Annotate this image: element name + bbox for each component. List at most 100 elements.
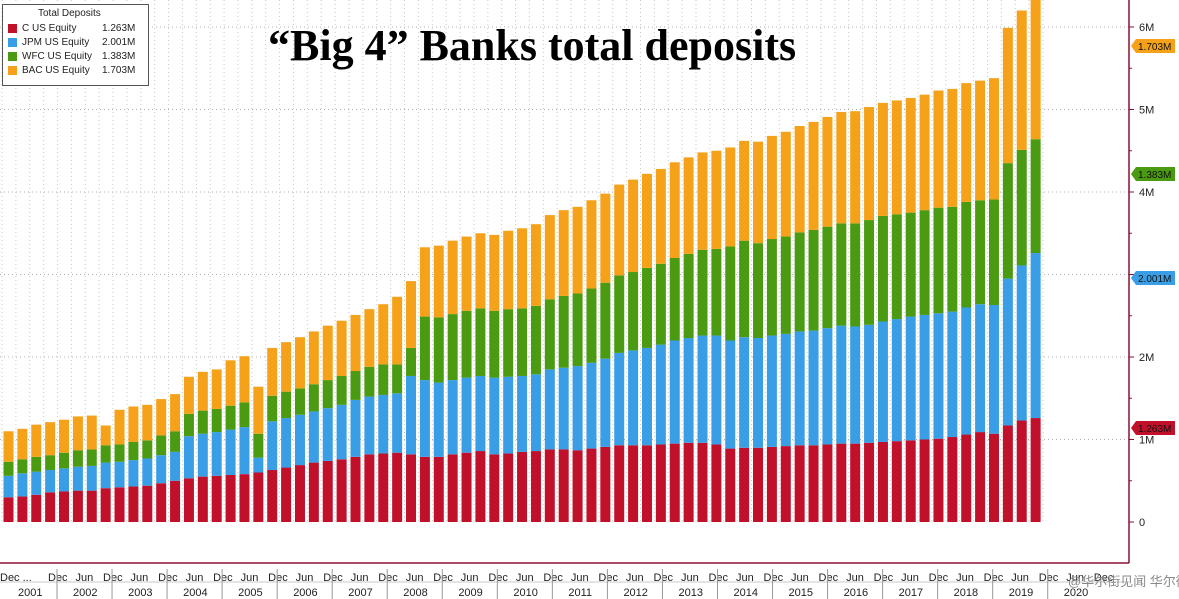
bar-jpm-29 (406, 375, 417, 455)
x-month-label-34: Jun (956, 572, 974, 584)
bar-jpm-19 (267, 421, 278, 471)
bar-bac-49 (683, 157, 694, 254)
bar-bac-64 (891, 100, 902, 215)
bar-jpm-48 (669, 340, 680, 444)
bar-bac-38 (530, 224, 541, 306)
bar-c-63 (877, 441, 888, 522)
bar-wfc-27 (378, 364, 389, 395)
bar-bac-34 (475, 233, 486, 309)
bar-c-9 (128, 486, 139, 522)
x-month-label-3: Dec (103, 572, 123, 584)
bar-jpm-20 (281, 418, 292, 468)
bar-c-64 (891, 441, 902, 522)
bar-bac-71 (988, 78, 999, 200)
bar-jpm-9 (128, 460, 139, 487)
bar-bac-8 (114, 409, 125, 445)
x-month-label-14: Jun (406, 572, 424, 584)
bar-bac-1 (17, 428, 28, 460)
bar-c-73 (1016, 420, 1027, 522)
bar-bac-13 (183, 376, 194, 414)
bar-bac-69 (961, 83, 972, 202)
bar-jpm-57 (794, 331, 805, 446)
last-value-tag-jpm (1131, 271, 1175, 285)
bar-wfc-43 (600, 282, 611, 359)
bar-c-42 (586, 448, 597, 522)
bar-bac-44 (614, 184, 625, 276)
bar-c-66 (919, 439, 930, 522)
bar-bac-37 (517, 228, 528, 309)
bar-c-5 (72, 490, 83, 522)
bar-c-51 (711, 444, 722, 522)
bar-wfc-51 (711, 248, 722, 336)
bar-jpm-55 (766, 335, 777, 447)
bar-wfc-24 (336, 375, 347, 405)
bar-c-24 (336, 459, 347, 522)
bar-jpm-45 (628, 350, 639, 446)
x-month-label-25: Dec (708, 572, 728, 584)
x-month-label-2: Jun (76, 572, 94, 584)
bar-c-37 (517, 451, 528, 522)
bar-jpm-42 (586, 362, 597, 449)
bar-jpm-8 (114, 461, 125, 488)
bar-c-18 (253, 472, 264, 522)
x-month-label-8: Jun (241, 572, 259, 584)
legend-name-wfc: WFC US Equity (22, 50, 93, 62)
bar-bac-50 (697, 152, 708, 250)
legend-swatch-jpm (8, 37, 17, 47)
bar-jpm-65 (905, 316, 916, 441)
x-month-label-18: Jun (516, 572, 534, 584)
bar-wfc-11 (156, 435, 167, 456)
bar-jpm-72 (1002, 278, 1013, 426)
bar-c-45 (628, 445, 639, 522)
bar-c-59 (822, 444, 833, 522)
bar-wfc-0 (3, 461, 14, 476)
x-year-label-14: 2015 (789, 587, 813, 599)
y-tick-label-4: 4M (1139, 187, 1154, 199)
bar-bac-56 (780, 131, 791, 237)
bar-wfc-59 (822, 226, 833, 329)
x-month-label-11: Dec (323, 572, 343, 584)
bar-c-14 (197, 476, 208, 522)
bar-c-61 (850, 443, 861, 522)
bar-wfc-55 (766, 239, 777, 336)
bar-c-3 (45, 492, 56, 522)
bar-bac-35 (489, 234, 500, 311)
bar-jpm-73 (1016, 265, 1027, 421)
x-month-label-13: Dec (378, 572, 398, 584)
last-value-label-wfc: 1.383M (1138, 170, 1171, 181)
bar-bac-7 (100, 425, 111, 446)
bar-wfc-10 (142, 440, 153, 459)
bar-c-55 (766, 446, 777, 522)
bar-wfc-13 (183, 413, 194, 437)
bar-bac-59 (822, 116, 833, 227)
bar-wfc-54 (753, 243, 764, 339)
x-year-label-3: 2004 (183, 587, 207, 599)
x-year-label-15: 2016 (844, 587, 868, 599)
bar-jpm-27 (378, 394, 389, 454)
bar-bac-45 (628, 179, 639, 273)
bar-wfc-17 (239, 402, 250, 428)
x-month-label-30: Jun (846, 572, 864, 584)
x-year-label-1: 2002 (73, 587, 97, 599)
bar-c-23 (322, 460, 333, 522)
x-month-label-38: Jun (1066, 572, 1084, 584)
bar-wfc-53 (739, 240, 750, 338)
y-tick-label-6: 6M (1139, 22, 1154, 34)
bar-c-25 (350, 456, 361, 522)
bar-wfc-66 (919, 210, 930, 315)
bar-bac-48 (669, 162, 680, 258)
bar-wfc-49 (683, 253, 694, 339)
x-month-label-39: Dec (1094, 572, 1114, 584)
x-month-label-20: Jun (571, 572, 589, 584)
bar-jpm-17 (239, 427, 250, 475)
bar-jpm-50 (697, 335, 708, 443)
legend-title: Total Deposits (38, 8, 101, 19)
bar-c-2 (31, 494, 42, 522)
x-month-label-6: Jun (186, 572, 204, 584)
bar-jpm-4 (59, 468, 70, 492)
bar-bac-29 (406, 281, 417, 348)
x-year-label-0: 2001 (18, 587, 42, 599)
bar-wfc-3 (45, 455, 56, 471)
bar-bac-74 (1030, 0, 1041, 140)
bar-c-53 (739, 447, 750, 522)
